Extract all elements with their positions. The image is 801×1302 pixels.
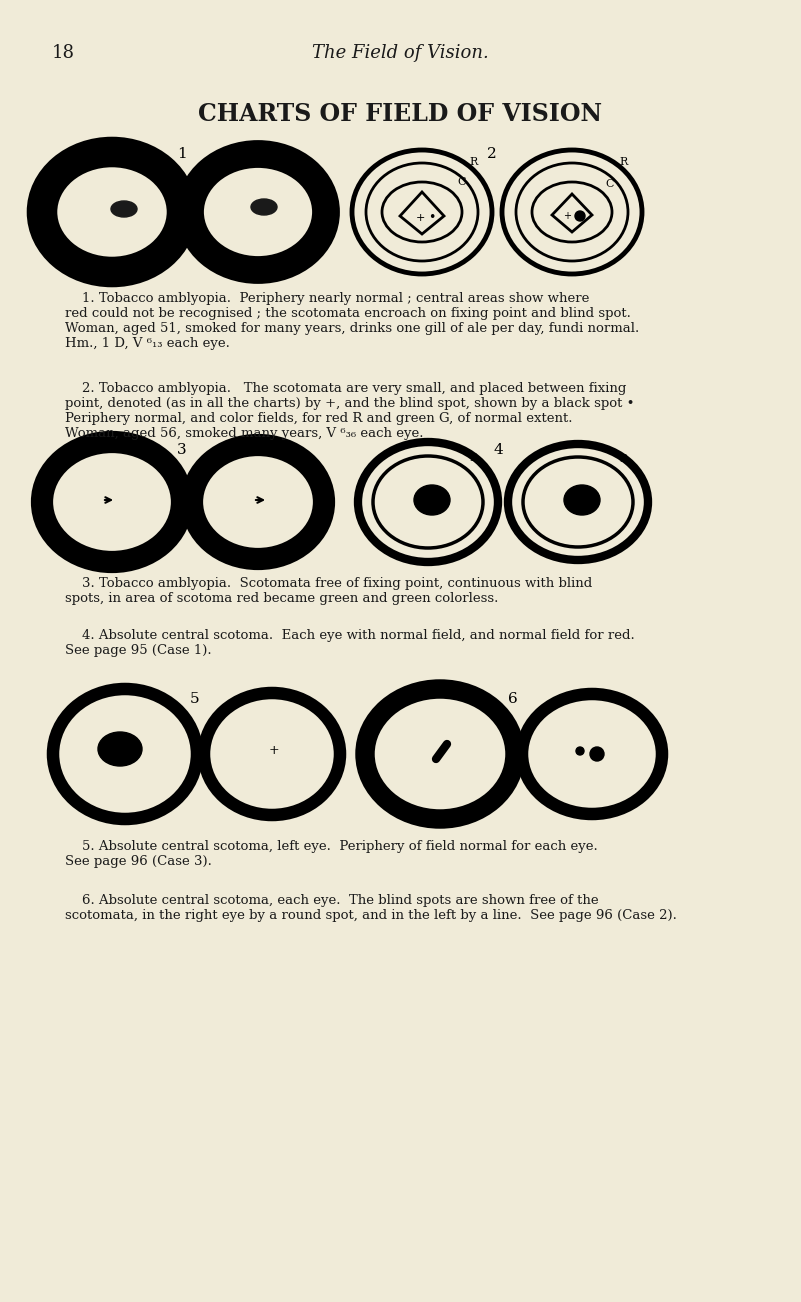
Ellipse shape: [251, 199, 277, 215]
Text: R: R: [620, 158, 628, 167]
Circle shape: [590, 747, 604, 760]
Ellipse shape: [98, 732, 142, 766]
Text: 6. Absolute central scotoma, each eye.  The blind spots are shown free of the
sc: 6. Absolute central scotoma, each eye. T…: [65, 894, 677, 922]
Text: 4. Absolute central scotoma.  Each eye with normal field, and normal field for r: 4. Absolute central scotoma. Each eye wi…: [65, 629, 634, 658]
Text: +: +: [415, 214, 425, 223]
Text: R: R: [620, 454, 628, 464]
Text: C: C: [606, 178, 614, 189]
Text: CHARTS OF FIELD OF VISION: CHARTS OF FIELD OF VISION: [198, 102, 602, 126]
Text: +: +: [563, 211, 571, 221]
Text: 5: 5: [190, 691, 199, 706]
Text: 1. Tobacco amblyopia.  Periphery nearly normal ; central areas show where
red co: 1. Tobacco amblyopia. Periphery nearly n…: [65, 292, 639, 350]
Text: 2: 2: [487, 147, 497, 161]
Text: +: +: [268, 745, 280, 758]
Text: 6: 6: [508, 691, 517, 706]
Text: R: R: [470, 453, 478, 464]
Text: 18: 18: [52, 44, 75, 62]
Text: •: •: [429, 211, 436, 224]
Text: 5. Absolute central scotoma, left eye.  Periphery of field normal for each eye.
: 5. Absolute central scotoma, left eye. P…: [65, 840, 598, 868]
Text: 3. Tobacco amblyopia.  Scotomata free of fixing point, continuous with blind
spo: 3. Tobacco amblyopia. Scotomata free of …: [65, 577, 592, 605]
Circle shape: [575, 211, 585, 221]
Text: 2. Tobacco amblyopia.   The scotomata are very small, and placed between fixing
: 2. Tobacco amblyopia. The scotomata are …: [65, 381, 634, 440]
Text: 1: 1: [177, 147, 187, 161]
Text: The Field of Vision.: The Field of Vision.: [312, 44, 489, 62]
Text: 4: 4: [493, 443, 503, 457]
Circle shape: [576, 747, 584, 755]
Text: R: R: [470, 158, 478, 167]
Ellipse shape: [414, 486, 450, 516]
Ellipse shape: [111, 201, 137, 217]
Text: C: C: [457, 177, 466, 187]
Text: 3: 3: [177, 443, 187, 457]
Ellipse shape: [564, 486, 600, 516]
